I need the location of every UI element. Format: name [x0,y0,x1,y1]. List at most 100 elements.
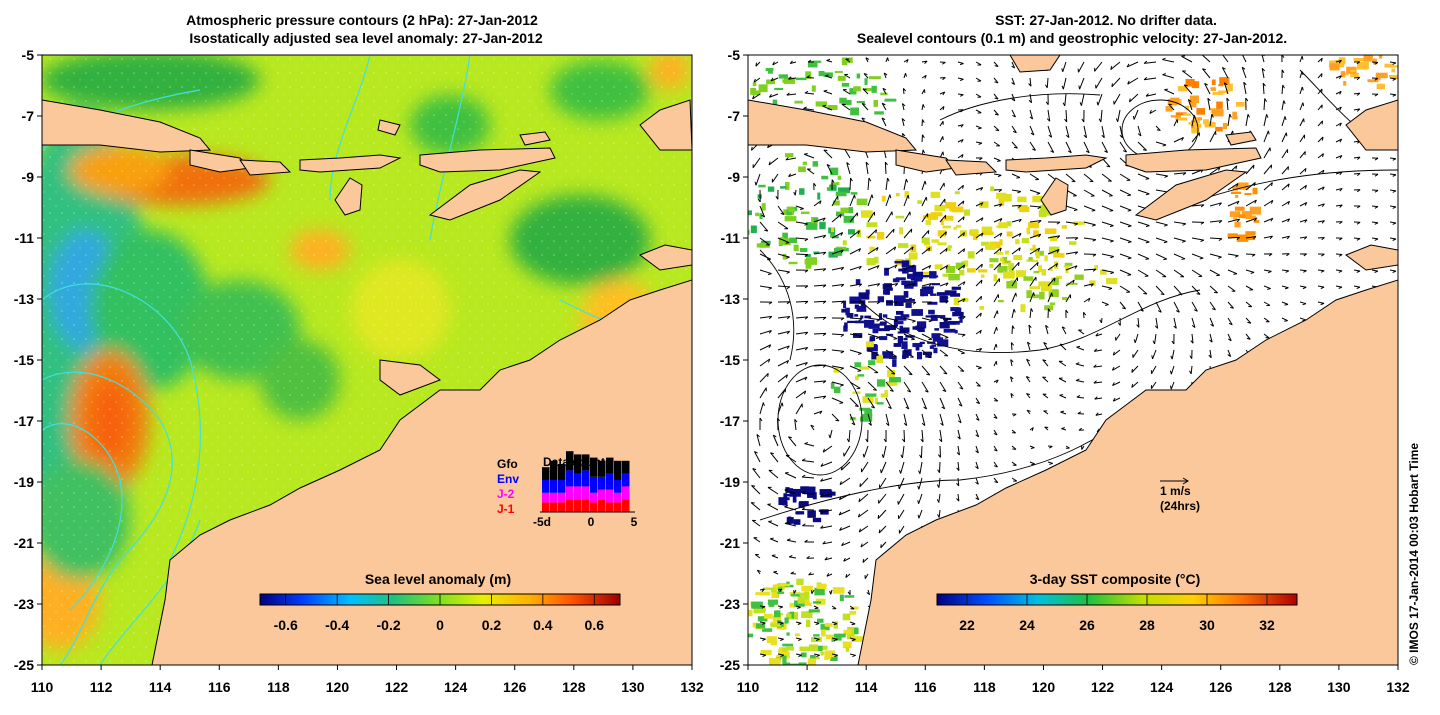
velocity-arrow [903,228,913,239]
sst-pixel [1003,271,1015,279]
sst-pixel [996,252,1004,255]
sst-pixel [1241,211,1252,219]
sst-pixel [886,381,898,386]
velocity-arrow [1227,333,1232,342]
sla-colorbar-title: Sea level anomaly (m) [365,571,511,587]
velocity-arrow [759,372,769,383]
velocity-arrow [993,262,1001,271]
sst-pixel [877,296,885,303]
velocity-arrow [1209,301,1216,311]
velocity-arrow [1281,200,1291,207]
velocity-arrow [867,349,880,357]
velocity-arrow [777,345,790,351]
sst-pixel [1044,305,1054,311]
sst-pixel [1373,58,1377,65]
sst-pixel [979,305,985,310]
velocity-arrow [1209,237,1223,242]
velocity-arrow [1029,445,1035,449]
velocity-arrow [1281,149,1289,159]
velocity-arrow [1101,125,1105,139]
left-lon-tick-label: 124 [444,679,468,695]
sst-pixel [914,276,923,282]
velocity-arrow [1173,172,1187,176]
sst-pixel [847,626,859,633]
velocity-arrow [777,285,791,290]
data-count-bar-gfo [590,457,598,477]
velocity-arrow [975,295,983,303]
velocity-arrow [1191,269,1203,278]
velocity-arrow [957,349,965,355]
velocity-arrow [1207,97,1211,111]
sst-pixel [1183,113,1191,116]
velocity-arrow [777,359,790,367]
velocity-arrow [1281,269,1290,273]
velocity-arrow [1389,77,1397,81]
velocity-arrow [1111,77,1121,88]
sst-pixel [869,246,875,252]
velocity-arrow [849,177,853,191]
velocity-arrow [819,509,833,513]
velocity-arrow [777,205,785,216]
velocity-arrow [957,232,965,239]
velocity-arrow [826,164,833,175]
velocity-arrow [939,349,949,357]
velocity-arrow [1119,221,1132,228]
velocity-arrow [813,217,826,223]
sst-pixel [999,239,1003,246]
right-axis-ticks: -5 -7 -9 -11 -13 -15 -17 -19 -21 -23 -25 110 112 114 1… [720,47,1410,695]
sst-pixel [998,299,1004,303]
velocity-arrow [1029,308,1034,319]
velocity-arrow [1029,109,1034,120]
velocity-arrow [867,301,881,305]
velocity-arrow [759,344,772,351]
velocity-arrow [801,491,815,495]
velocity-arrow [1083,205,1096,212]
sst-pixel [776,655,783,658]
velocity-arrow [1028,324,1032,335]
velocity-arrow [957,77,964,82]
velocity-arrow [917,493,923,504]
left-lat-tick-label: -5 [22,47,35,63]
sst-field [748,55,1398,665]
velocity-arrow [844,73,851,79]
data-count-bar-env [590,476,598,493]
velocity-arrow [1026,409,1031,415]
sst-pixel [767,599,779,605]
sst-pixel [835,246,847,249]
velocity-arrow [957,397,963,407]
sst-pixel [748,210,752,216]
sst-pixel [833,621,838,629]
velocity-arrow [831,413,840,422]
velocity-arrow [885,397,892,410]
velocity-arrow [1299,219,1308,223]
sst-pixel [895,277,906,281]
velocity-arrow [993,189,1003,193]
velocity-arrow [975,429,980,438]
velocity-arrow [1101,173,1112,182]
velocity-arrow [829,589,833,595]
velocity-arrow [861,102,869,111]
sst-pixel [847,229,856,235]
sst-pixel [1056,275,1062,280]
velocity-arrow [1112,381,1121,387]
velocity-arrow [1335,221,1343,225]
velocity-arrow [1299,86,1304,95]
right-lon-tick-label: 120 [1032,679,1056,695]
velocity-arrow [880,541,887,549]
sst-pixel [799,592,809,597]
sst-pixel [1215,126,1223,132]
velocity-arrow [1183,84,1193,95]
velocity-arrow [903,381,912,393]
sst-pixel [866,345,878,352]
sst-pixel [804,602,812,607]
sst-pixel [786,206,794,210]
right-lon-tick-label: 130 [1327,679,1351,695]
sst-pixel [925,315,937,318]
velocity-arrow [759,402,765,415]
sst-pixel [782,253,787,260]
sst-pixel [933,347,938,354]
sst-pixel [1234,206,1245,211]
sst-pixel [850,107,860,116]
sst-pixel [777,591,785,594]
data-count-bar-j2 [558,492,566,503]
